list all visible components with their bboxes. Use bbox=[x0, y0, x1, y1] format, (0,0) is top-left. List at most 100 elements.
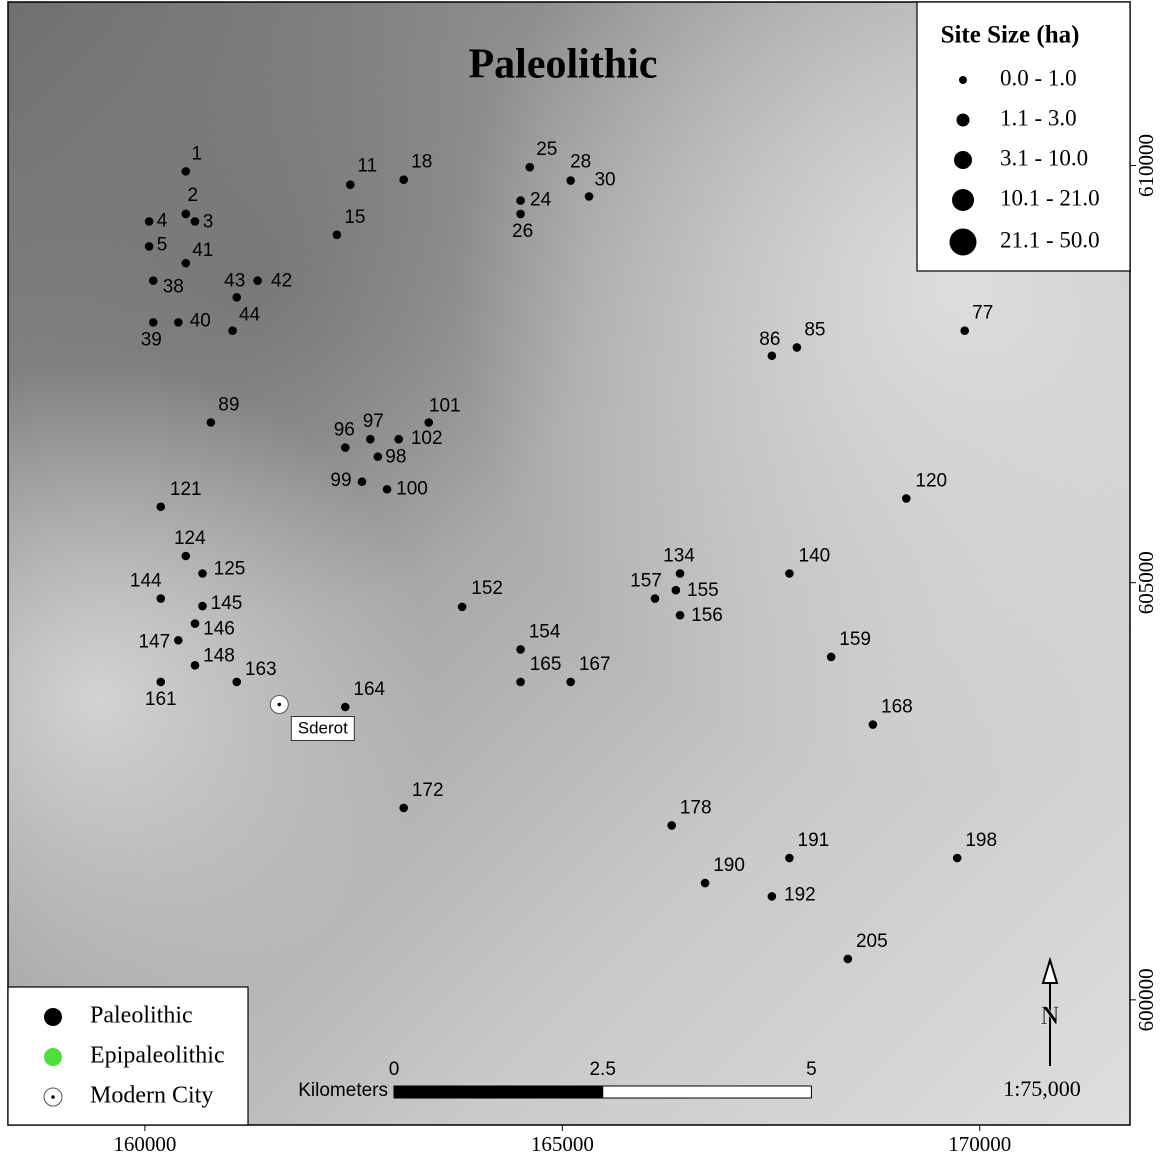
site-dot bbox=[149, 276, 158, 285]
map-title: Paleolithic bbox=[469, 42, 658, 88]
site-label: 164 bbox=[353, 679, 385, 700]
scale-ratio: 1:75,000 bbox=[1003, 1076, 1081, 1101]
site-dot bbox=[399, 175, 408, 184]
site-label: 205 bbox=[856, 931, 888, 952]
site-label: 154 bbox=[529, 621, 561, 642]
x-tick-label: 170000 bbox=[948, 1132, 1011, 1156]
site-dot bbox=[768, 892, 777, 901]
legend-label: Epipaleolithic bbox=[90, 1043, 225, 1069]
site-label: 1 bbox=[192, 143, 203, 164]
site-label: 2 bbox=[188, 185, 199, 206]
legend-label: Modern City bbox=[90, 1083, 213, 1109]
site-dot bbox=[394, 435, 403, 444]
site-dot bbox=[525, 163, 534, 172]
site-label: 168 bbox=[881, 697, 913, 718]
x-tick-label: 165000 bbox=[531, 1132, 594, 1156]
site-label: 157 bbox=[630, 571, 662, 592]
scale-label: Kilometers bbox=[298, 1080, 388, 1101]
site-dot bbox=[566, 176, 575, 185]
city-label: Sderot bbox=[298, 718, 348, 737]
site-dot bbox=[182, 552, 191, 561]
site-label: 121 bbox=[170, 479, 202, 500]
type-legend: PaleolithicEpipaleolithicModern City bbox=[8, 987, 248, 1125]
legend-symbol-center bbox=[51, 1095, 55, 1099]
page: Paleolithic Site Size (ha) 0.0 - 1.01.1 … bbox=[0, 0, 1167, 1162]
site-label: 101 bbox=[429, 396, 461, 417]
site-dot bbox=[198, 569, 207, 578]
site-label: 4 bbox=[157, 210, 168, 231]
site-label: 120 bbox=[915, 470, 947, 491]
site-label: 148 bbox=[203, 645, 235, 666]
site-dot bbox=[676, 611, 685, 620]
site-label: 165 bbox=[530, 654, 562, 675]
scale-tick-label: 2.5 bbox=[589, 1059, 615, 1080]
site-label: 77 bbox=[972, 303, 993, 324]
site-dot bbox=[516, 678, 525, 687]
site-dot bbox=[399, 804, 408, 813]
site-label: 11 bbox=[357, 156, 377, 177]
scale-tick-label: 5 bbox=[806, 1059, 817, 1080]
site-dot bbox=[516, 196, 525, 205]
site-label: 167 bbox=[579, 654, 611, 675]
site-dot bbox=[228, 326, 237, 335]
site-dot bbox=[869, 720, 878, 729]
site-dot bbox=[232, 293, 241, 302]
site-label: 172 bbox=[412, 780, 444, 801]
site-label: 38 bbox=[163, 277, 184, 298]
site-dot bbox=[333, 230, 342, 239]
site-dot bbox=[253, 276, 262, 285]
site-dot bbox=[383, 485, 392, 494]
site-dot bbox=[207, 418, 216, 427]
y-tick-label: 600000 bbox=[1134, 968, 1158, 1031]
site-label: 39 bbox=[141, 329, 162, 350]
site-dot bbox=[232, 678, 241, 687]
site-label: 18 bbox=[411, 152, 432, 173]
site-dot bbox=[585, 192, 594, 201]
site-label: 146 bbox=[203, 619, 235, 640]
site-label: 198 bbox=[965, 830, 997, 851]
site-dot bbox=[174, 318, 183, 327]
site-label: 192 bbox=[784, 884, 816, 905]
north-label: N bbox=[1041, 1001, 1060, 1030]
site-label: 134 bbox=[663, 546, 695, 567]
site-dot bbox=[844, 955, 853, 964]
site-dot bbox=[191, 217, 200, 226]
legend-symbol bbox=[44, 1048, 62, 1066]
site-label: 191 bbox=[798, 830, 830, 851]
legend-symbol bbox=[959, 76, 967, 84]
site-label: 152 bbox=[471, 578, 503, 599]
site-dot bbox=[785, 569, 794, 578]
site-label: 30 bbox=[594, 169, 615, 190]
site-label: 26 bbox=[512, 221, 533, 242]
y-tick-label: 610000 bbox=[1134, 134, 1158, 197]
site-label: 178 bbox=[680, 797, 712, 818]
site-label: 155 bbox=[687, 580, 719, 601]
site-label: 24 bbox=[530, 190, 552, 211]
site-label: 15 bbox=[344, 207, 365, 228]
x-tick-label: 160000 bbox=[113, 1132, 176, 1156]
site-dot bbox=[341, 703, 350, 712]
legend-title: Site Size (ha) bbox=[941, 22, 1080, 49]
site-dot bbox=[516, 210, 525, 219]
site-dot bbox=[174, 636, 183, 645]
site-dot bbox=[182, 259, 191, 268]
site-dot bbox=[667, 821, 676, 830]
site-label: 25 bbox=[536, 139, 557, 160]
legend-label: 0.0 - 1.0 bbox=[1000, 65, 1077, 90]
scale-tick-label: 0 bbox=[389, 1059, 400, 1080]
legend-label: 21.1 - 50.0 bbox=[1000, 227, 1100, 252]
site-label: 163 bbox=[245, 659, 277, 680]
site-dot bbox=[366, 435, 375, 444]
site-dot bbox=[145, 242, 154, 251]
site-dot bbox=[953, 854, 962, 863]
site-dot bbox=[341, 443, 350, 452]
site-label: 86 bbox=[759, 329, 780, 350]
site-dot bbox=[191, 619, 200, 628]
site-dot bbox=[516, 645, 525, 654]
site-dot bbox=[785, 854, 794, 863]
site-dot bbox=[902, 494, 911, 503]
legend-symbol bbox=[954, 151, 972, 169]
site-label: 161 bbox=[145, 689, 177, 710]
site-dot bbox=[156, 502, 165, 511]
site-label: 97 bbox=[363, 411, 384, 432]
